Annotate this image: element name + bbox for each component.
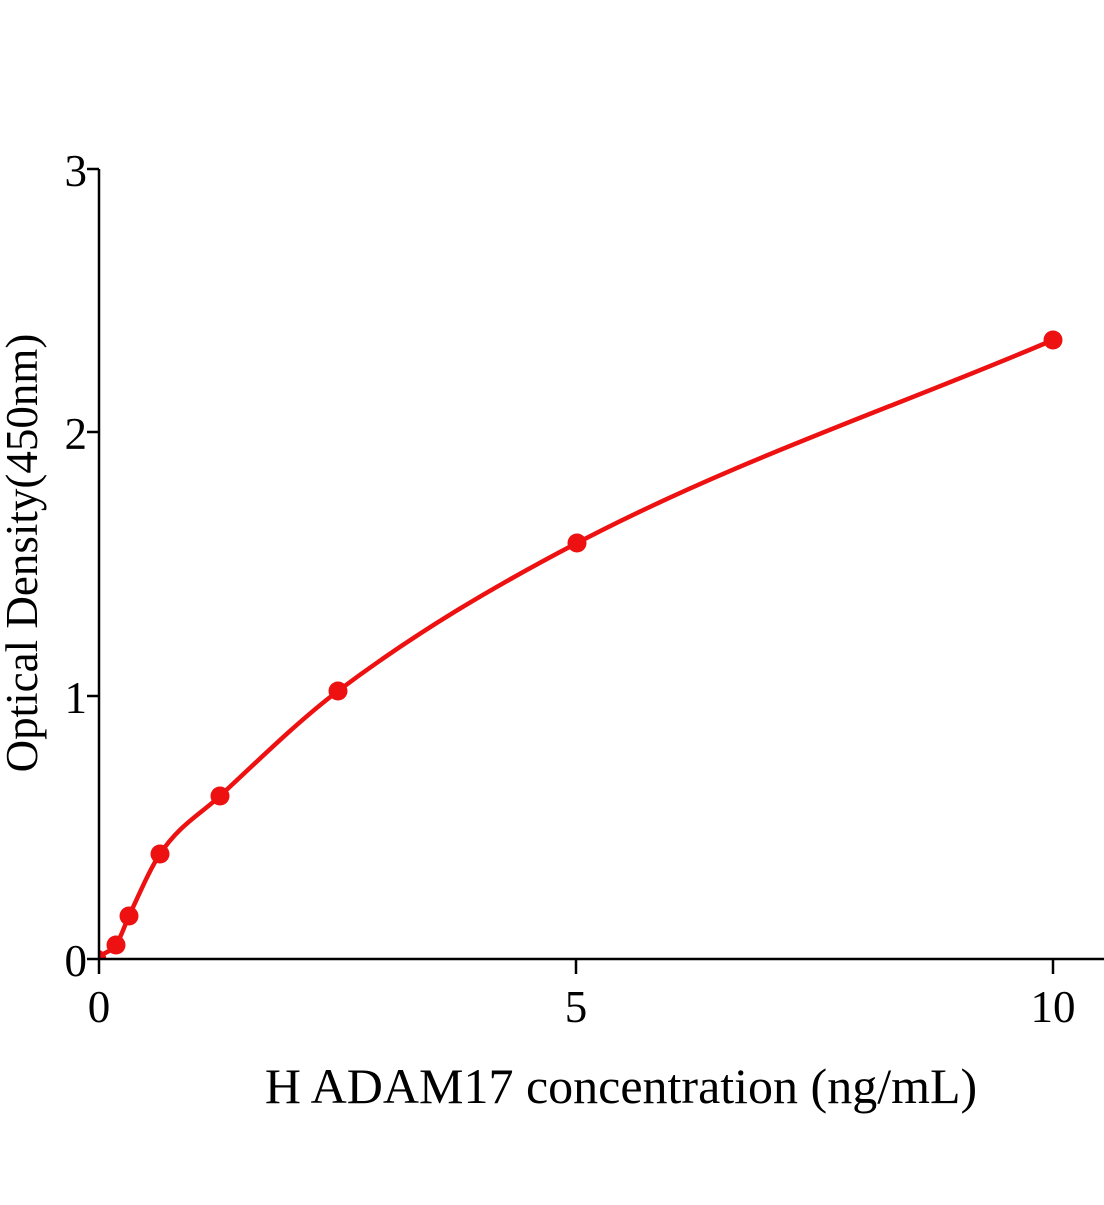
svg-text:0: 0	[88, 982, 111, 1032]
svg-text:10: 10	[1031, 982, 1076, 1032]
svg-text:5: 5	[565, 982, 588, 1032]
svg-text:Optical Density(450nm): Optical Density(450nm)	[0, 334, 47, 773]
svg-text:2: 2	[65, 409, 88, 459]
svg-text:H ADAM17 concentration (ng/mL): H ADAM17 concentration (ng/mL)	[265, 1058, 977, 1114]
svg-text:1: 1	[65, 673, 88, 723]
svg-text:3: 3	[65, 146, 88, 196]
svg-text:0: 0	[65, 936, 88, 986]
